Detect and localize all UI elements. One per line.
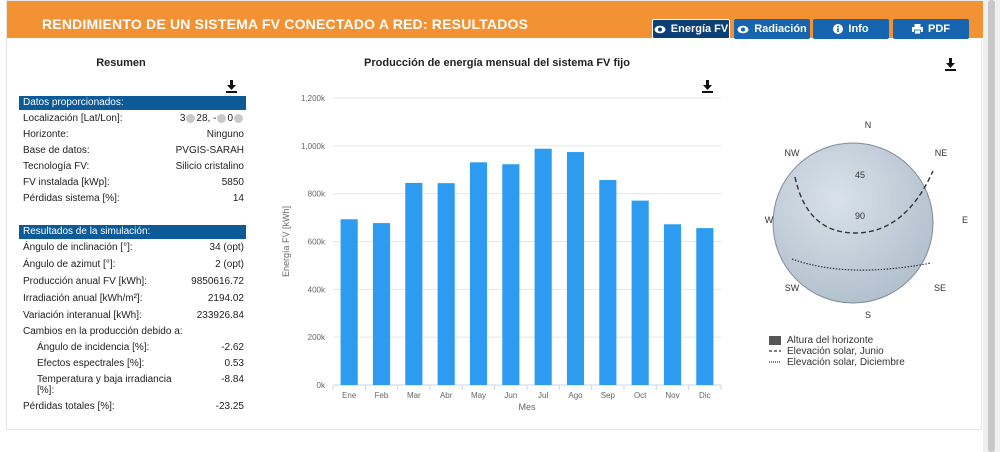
results-panel: RENDIMIENTO DE UN SISTEMA FV CONECTADO A… <box>6 0 983 430</box>
x-tick-label: Mar <box>407 391 421 400</box>
x-tick-label: Ene <box>342 391 357 400</box>
bar-oct <box>631 200 649 385</box>
provided-data-heading: Datos proporcionados: <box>19 96 246 110</box>
compass-sw: SW <box>785 283 800 293</box>
system-loss-row: Pérdidas sistema [%]: 14 <box>23 193 244 204</box>
compass-nw: NW <box>785 148 800 158</box>
legend-swatch-dashed <box>769 350 781 352</box>
bar-sep <box>599 180 617 385</box>
location-row: Localización [Lat/Lon]: 3 28, -0 <box>23 112 244 126</box>
compass-n: N <box>865 120 872 130</box>
total-loss-row: Pérdidas totales [%]: -23.25 <box>23 401 244 412</box>
compass-w: W <box>765 215 774 225</box>
x-tick-label: Jun <box>504 391 517 400</box>
eye-icon <box>737 25 749 33</box>
x-tick-label: Nov <box>665 391 679 400</box>
azimuth-row: Ángulo de azimut [°]: 2 (opt) <box>23 259 244 270</box>
december-sun-path <box>791 258 932 271</box>
compass-ne: NE <box>935 148 948 158</box>
location-label: Localización [Lat/Lon]: <box>23 113 123 124</box>
compass-e: E <box>962 215 968 225</box>
bar-mar <box>405 182 423 385</box>
y-tick-label: 800k <box>308 190 326 199</box>
legend-june: Elevación solar, Junio <box>769 345 884 357</box>
x-tick-label: Feb <box>375 391 389 400</box>
x-axis-title: Mes <box>518 402 536 412</box>
year-variation-row: Variación interanual [kWh]: 233926.84 <box>23 310 244 321</box>
info-icon <box>833 24 844 34</box>
page-title: RENDIMIENTO DE UN SISTEMA FV CONECTADO A… <box>42 16 529 32</box>
eye-icon <box>654 25 666 33</box>
compass-s: S <box>865 310 871 320</box>
changes-label: Cambios en la producción debido a: <box>23 326 183 337</box>
download-icon[interactable] <box>701 80 714 93</box>
energy-pv-label: Energía FV <box>670 23 729 35</box>
location-value: 3 28, -0 <box>180 112 244 126</box>
bar-jun <box>502 164 520 385</box>
horizon-sunpath-chart: N NE E SE S SW W NW 45 90 <box>765 120 968 320</box>
pdf-button[interactable]: PDF <box>893 19 969 39</box>
annual-production-row: Producción anual FV [kWh]: 9850616.72 <box>23 276 244 287</box>
temperature-row: Temperatura y baja irradiancia [%]: -8.84 <box>37 374 244 396</box>
y-tick-label: 1,200k <box>301 94 326 103</box>
legend-swatch-dotted <box>769 361 781 363</box>
bar-ene <box>340 219 358 385</box>
summary-title: Resumen <box>96 57 146 69</box>
database-row: Base de datos: PVGIS-SARAH <box>23 145 244 156</box>
june-sun-path <box>794 170 934 234</box>
incidence-row: Ángulo de incidencia [%]: -2.62 <box>37 342 244 353</box>
scrollbar-thumb[interactable] <box>988 0 995 452</box>
bar-jul <box>534 148 552 385</box>
x-tick-label: Ago <box>568 391 583 400</box>
y-tick-label: 1,000k <box>301 142 326 151</box>
bar-abr <box>437 183 455 385</box>
y-tick-label: 400k <box>308 285 326 294</box>
installed-pv-row: FV instalada [kWp]: 5850 <box>23 177 244 188</box>
bar-feb <box>372 223 391 385</box>
sky-dome <box>772 142 934 304</box>
y-tick-label: 600k <box>308 238 326 247</box>
y-axis-title: Energía FV [kWh] <box>281 206 291 277</box>
print-icon <box>912 24 923 34</box>
download-icon[interactable] <box>944 58 957 71</box>
redacted-mark <box>234 113 243 123</box>
ring-label-45: 45 <box>855 170 865 180</box>
x-tick-label: Oct <box>634 391 647 400</box>
x-tick-label: Sep <box>601 391 616 400</box>
monthly-energy-chart: 0k 200k 400k 600k 800k 1,000k 1,200k Ene Feb Mar A… <box>281 94 722 412</box>
download-icon[interactable] <box>225 80 238 93</box>
bar-nov <box>663 224 682 385</box>
y-tick-label: 0k <box>317 381 326 390</box>
simulation-results-heading: Resultados de la simulación: <box>19 225 246 239</box>
info-button[interactable]: Info <box>813 19 889 39</box>
bar-dic <box>696 228 714 385</box>
legend-december: Elevación solar, Diciembre <box>769 356 905 368</box>
bar-ago <box>566 152 585 385</box>
redacted-mark <box>217 113 227 123</box>
horizon-row: Horizonte: Ninguno <box>23 129 244 140</box>
redacted-mark <box>186 113 196 123</box>
chart-title: Producción de energía mensual del sistem… <box>364 57 630 69</box>
pdf-label: PDF <box>928 23 950 35</box>
technology-row: Tecnología FV: Silicio cristalino <box>23 161 244 172</box>
x-tick-label: Abr <box>440 391 453 400</box>
slope-row: Ángulo de inclinación [°]: 34 (opt) <box>23 242 244 253</box>
radiation-label: Radiación <box>754 23 807 35</box>
header-bar: RENDIMIENTO DE UN SISTEMA FV CONECTADO A… <box>7 1 983 39</box>
energy-pv-button[interactable]: Energía FV <box>652 19 730 39</box>
spectral-row: Efectos espectrales [%]: 0.53 <box>37 358 244 369</box>
y-tick-label: 200k <box>308 333 326 342</box>
legend-swatch-square <box>769 335 781 345</box>
compass-se: SE <box>934 283 946 293</box>
annual-irradiation-row: Irradiación anual [kWh/m²]: 2194.02 <box>23 293 244 304</box>
x-tick-label: May <box>471 391 486 400</box>
legend-horizon: Altura del horizonte <box>769 334 873 346</box>
x-tick-label: Jul <box>538 391 548 400</box>
radiation-button[interactable]: Radiación <box>734 19 810 39</box>
x-tick-label: Dic <box>699 391 711 400</box>
bar-may <box>469 162 488 385</box>
ring-label-90: 90 <box>855 211 865 221</box>
info-label: Info <box>848 23 869 35</box>
